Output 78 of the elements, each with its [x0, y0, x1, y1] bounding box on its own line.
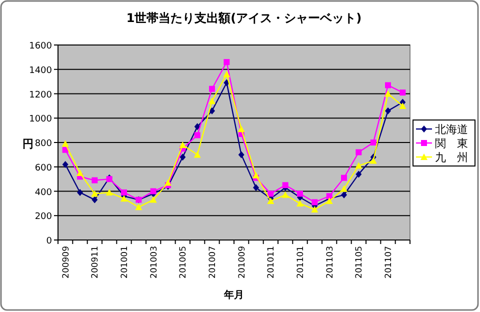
- chart-title: 1世帯当たり支出額(アイス・シャーベット): [126, 11, 362, 25]
- point: [400, 90, 406, 96]
- x-tick-label: 201009: [237, 246, 248, 278]
- point: [121, 189, 127, 196]
- point: [282, 182, 288, 188]
- x-tick-label: 201011: [266, 246, 277, 278]
- point: [180, 154, 186, 161]
- point: [194, 123, 200, 130]
- point: [326, 193, 332, 200]
- y-tick-label: 800: [34, 139, 52, 149]
- point: [164, 179, 172, 186]
- point: [238, 126, 245, 132]
- y-tick-label: 1000: [29, 114, 52, 125]
- y-tick-label: 1600: [29, 42, 52, 52]
- y-tick-label: 400: [34, 188, 52, 198]
- point: [267, 198, 274, 204]
- point: [106, 188, 113, 196]
- point: [77, 188, 83, 196]
- point: [311, 206, 318, 213]
- point: [355, 162, 362, 169]
- x-tick-label: 201003: [149, 246, 160, 278]
- point: [385, 82, 391, 88]
- point: [356, 149, 362, 156]
- legend-label: 九 州: [435, 151, 468, 164]
- point: [282, 191, 289, 198]
- point: [92, 196, 98, 204]
- y-tick-label: 1400: [29, 66, 52, 76]
- point: [297, 190, 303, 197]
- point: [62, 140, 69, 147]
- x-tick-label: 201001: [120, 246, 130, 278]
- legend-label: 北海道: [435, 123, 468, 136]
- x-tick-label: 200911: [90, 246, 101, 278]
- y-tick-label: 600: [34, 163, 52, 174]
- x-tick-label: 201103: [325, 246, 336, 278]
- x-tick-label: 201107: [384, 246, 394, 278]
- point: [62, 160, 68, 168]
- point: [209, 86, 215, 92]
- point: [340, 185, 348, 192]
- x-tick-label: 201007: [208, 246, 218, 278]
- x-tick-label: 201105: [354, 246, 365, 278]
- point: [92, 177, 98, 184]
- point: [135, 204, 142, 210]
- y-tick-label: 200: [34, 212, 52, 222]
- x-tick-label: 200909: [61, 246, 72, 278]
- x-tick-label: 201005: [178, 246, 189, 278]
- point: [120, 195, 128, 202]
- point: [194, 132, 200, 138]
- point: [76, 169, 84, 176]
- point: [296, 200, 304, 206]
- point: [238, 151, 244, 158]
- point: [268, 190, 274, 197]
- point: [253, 184, 259, 192]
- x-tick-label: 201101: [296, 246, 306, 278]
- point: [326, 198, 333, 204]
- point: [341, 174, 347, 181]
- point: [150, 188, 156, 194]
- point: [179, 141, 186, 148]
- legend-label: 関 東: [435, 137, 468, 150]
- point: [341, 191, 347, 198]
- point: [370, 140, 376, 146]
- y-tick-label: 1200: [29, 90, 52, 100]
- point: [194, 151, 201, 158]
- point: [209, 107, 215, 114]
- point: [224, 59, 230, 66]
- y-axis-title: 円: [22, 138, 34, 150]
- x-axis-title: 年月: [223, 289, 244, 301]
- point: [370, 157, 377, 164]
- point: [385, 107, 391, 114]
- point: [399, 102, 406, 109]
- point: [356, 170, 362, 178]
- point: [252, 172, 260, 178]
- point: [312, 199, 318, 206]
- point: [150, 196, 157, 203]
- y-tick-label: 0: [46, 236, 52, 246]
- point: [223, 70, 230, 78]
- point: [91, 190, 98, 197]
- point: [384, 90, 392, 97]
- point: [208, 98, 216, 104]
